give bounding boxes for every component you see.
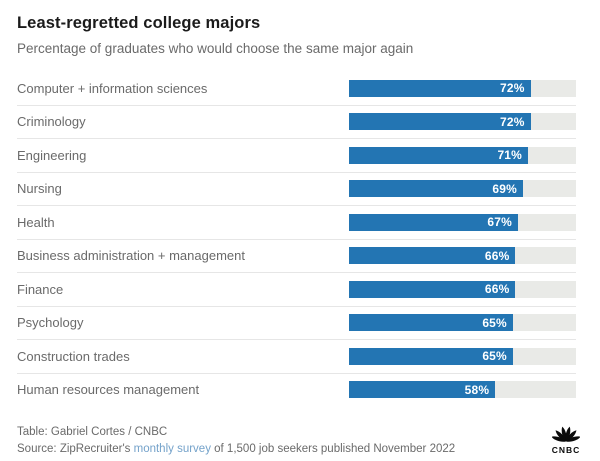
category-label: Human resources management (17, 382, 200, 398)
bar-value-label: 65% (482, 315, 507, 330)
bar: 69% (349, 180, 524, 198)
category-label: Psychology (17, 315, 84, 331)
bar: 66% (349, 280, 516, 298)
source-suffix: of 1,500 job seekers published November … (210, 442, 456, 455)
bar-chart: Computer + information sciences 72% Crim… (17, 72, 576, 406)
bar-track: 69% (349, 180, 576, 198)
table-row: Human resources management 58% (17, 374, 576, 407)
bar-value-label: 65% (482, 349, 507, 364)
bar-value-label: 67% (487, 215, 512, 230)
table-row: Construction trades 65% (17, 340, 576, 374)
bar: 72% (349, 79, 531, 97)
cnbc-logo-text: CNBC (551, 445, 581, 455)
chart-subtitle: Percentage of graduates who would choose… (17, 41, 414, 56)
page-title: Least-regretted college majors (17, 14, 261, 32)
bar-value-label: 72% (499, 81, 525, 96)
bar: 66% (349, 247, 516, 265)
category-label: Criminology (17, 114, 86, 130)
bar-track: 66% (349, 280, 576, 298)
category-label: Business administration + management (17, 248, 245, 264)
credits-block: Table: Gabriel Cortes / CNBC Source: Zip… (17, 424, 455, 457)
table-row: Engineering 71% (17, 139, 576, 173)
category-label: Nursing (17, 181, 62, 197)
category-label: Construction trades (17, 348, 130, 364)
bar-value-label: 71% (497, 148, 523, 163)
cnbc-logo: CNBC (549, 420, 583, 457)
table-row: Nursing 69% (17, 173, 576, 206)
table-row: Criminology 72% (17, 106, 576, 139)
source-line: Source: ZipRecruiter's monthly survey of… (17, 441, 455, 458)
bar: 58% (349, 381, 496, 399)
bar-track: 72% (349, 113, 576, 131)
category-label: Computer + information sciences (17, 80, 208, 96)
table-row: Health 67% (17, 206, 576, 240)
category-label: Health (17, 214, 55, 230)
source-prefix: Source: ZipRecruiter's (17, 442, 134, 455)
table-row: Psychology 65% (17, 307, 576, 340)
bar-value-label: 66% (484, 282, 510, 297)
bar-value-label: 72% (499, 114, 525, 129)
table-row: Computer + information sciences 72% (17, 72, 576, 106)
category-label: Finance (17, 281, 64, 297)
source-link[interactable]: monthly survey (133, 442, 211, 455)
bar-value-label: 69% (492, 181, 518, 196)
table-row: Business administration + management 66% (17, 240, 576, 273)
bar: 67% (349, 213, 518, 231)
bar-track: 71% (349, 146, 576, 164)
bar-track: 66% (349, 247, 576, 265)
bar-track: 65% (349, 314, 576, 332)
bar: 71% (349, 146, 529, 164)
bar-value-label: 66% (484, 248, 510, 263)
table-row: Finance 66% (17, 273, 576, 307)
bar-track: 67% (349, 213, 576, 231)
bar: 65% (349, 314, 513, 332)
bar-track: 65% (349, 347, 576, 365)
table-credit: Table: Gabriel Cortes / CNBC (17, 426, 168, 438)
bar-track: 58% (349, 381, 576, 399)
bar: 65% (349, 347, 513, 365)
chart-footer: Table: Gabriel Cortes / CNBC Source: Zip… (17, 420, 583, 457)
bar: 72% (349, 113, 531, 131)
bar-value-label: 58% (464, 382, 490, 397)
category-label: Engineering (17, 147, 87, 163)
bar-track: 72% (349, 79, 576, 97)
peacock-icon (551, 426, 581, 442)
